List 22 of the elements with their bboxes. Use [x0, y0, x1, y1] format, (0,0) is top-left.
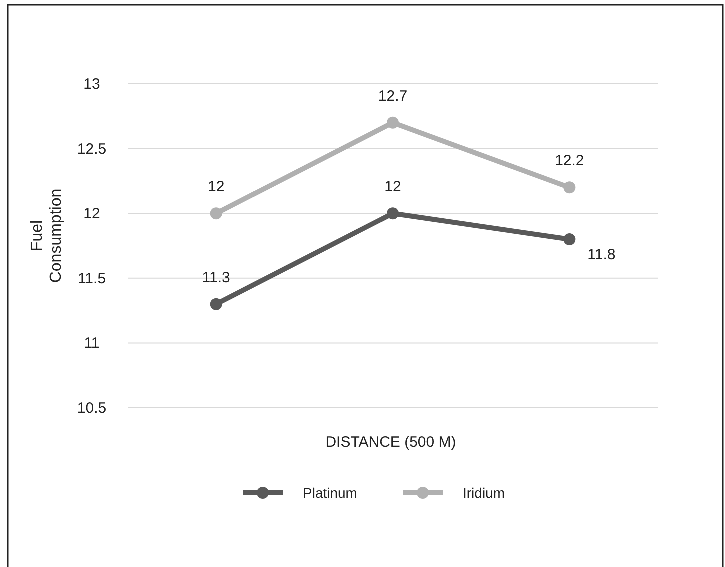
point: [387, 116, 399, 129]
point: [210, 298, 222, 310]
y-tick-label: 11: [84, 335, 100, 352]
point: [564, 182, 576, 194]
point: [387, 208, 399, 220]
legend-label: Platinum: [303, 485, 358, 501]
x-axis-title: DISTANCE (500 M): [326, 434, 456, 451]
legend-label: Iridium: [463, 485, 506, 501]
data-label: 12.7: [378, 88, 408, 105]
data-label: 12: [208, 178, 225, 196]
y-tick-label: 13: [84, 76, 100, 93]
data-label: 12.2: [555, 152, 584, 170]
data-label: 11.3: [202, 269, 230, 286]
y-tick-label: 10.5: [77, 400, 107, 417]
y-tick-label: 11.5: [78, 270, 106, 288]
data-label: 11.8: [588, 246, 616, 264]
y-tick-label: 12: [84, 206, 100, 223]
point: [210, 208, 222, 220]
data-label: 12: [384, 178, 402, 196]
y-axis-title: Fuel Consumption: [29, 188, 65, 284]
y-tick-label: 12.5: [77, 140, 107, 158]
point: [564, 234, 576, 246]
